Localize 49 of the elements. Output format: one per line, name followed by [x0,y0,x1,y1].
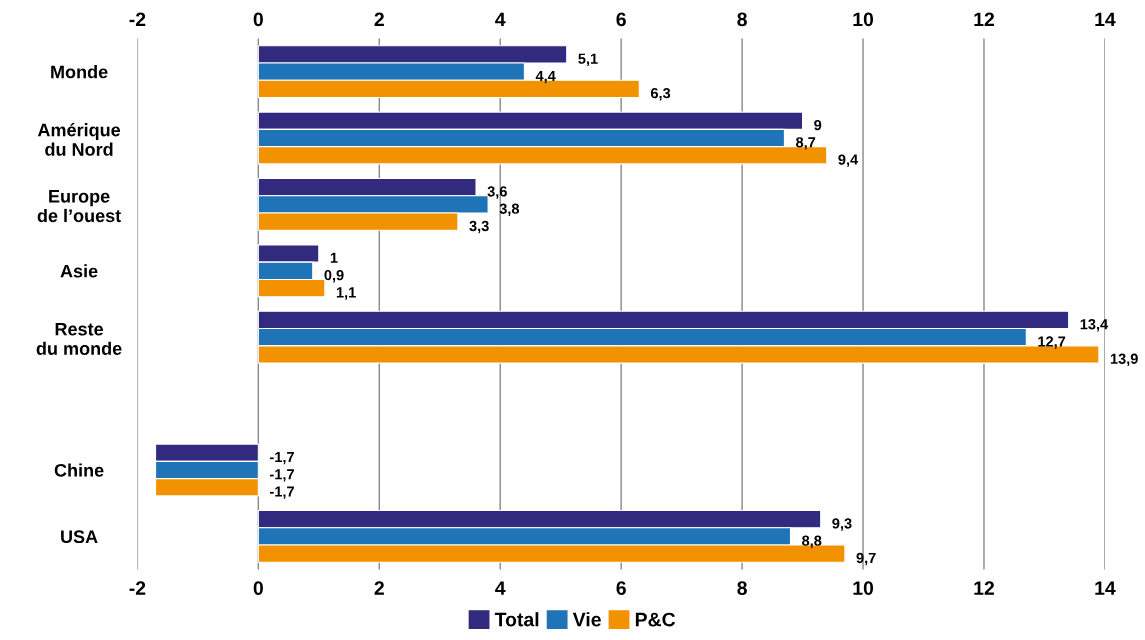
data-label: 13,9 [1110,353,1138,367]
x2-tick-label: 12 [974,12,995,27]
data-label: 9,4 [838,154,859,167]
y-tick-label: Asie [60,264,98,278]
data-label: 9 [814,119,822,131]
data-label: 6,3 [650,88,671,101]
x2-tick-label: 0 [253,12,263,27]
data-label: 9,7 [856,552,876,566]
data-label: -1,7 [270,469,294,482]
x2-tick-label: 4 [495,12,506,27]
data-label: 1,1 [336,287,356,300]
data-label: 1 [330,252,338,263]
data-label: -1,7 [270,486,294,499]
y-tick-label: USA [61,530,98,544]
x-tick-label: 14 [1095,581,1116,595]
y-tick-label: Monde [51,65,108,79]
x-tick-label: 10 [853,581,874,595]
data-label: 0,9 [324,269,344,283]
data-label: 8,8 [802,535,822,548]
x-tick-label: 0 [253,581,263,595]
x2-tick-label: 10 [853,12,874,27]
data-label: 13,4 [1080,319,1109,332]
x2-tick-label: 8 [737,12,747,27]
x-tick-label: 12 [974,581,995,595]
data-label: 4,4 [535,70,556,84]
x-tick-label: -2 [129,581,146,595]
x2-tick-label: 14 [1095,12,1116,27]
data-label: 3,3 [469,220,489,234]
x-tick-label: 6 [616,581,626,595]
data-label: 8,7 [796,137,816,150]
data-label: 5,1 [578,53,598,66]
data-label: 3,6 [487,186,507,199]
data-label: 9,3 [832,518,852,531]
legend-label: P&C [635,612,676,627]
x-tick-label: 2 [374,581,384,595]
x-tick-label: 8 [737,581,747,595]
x2-tick-label: 6 [616,12,626,27]
x-tick-label: 4 [495,581,506,595]
legend-label: Total [494,612,539,627]
y-tick-label: Amérique du Nord [37,122,121,156]
y-tick-label: Chine [54,463,104,477]
data-label: 12,7 [1038,336,1066,349]
legend-label: Vie [572,612,601,627]
y-tick-label: Europe de l’ouest [37,190,121,223]
x2-tick-label: 2 [374,12,384,27]
y-tick-label: Reste du monde [36,322,122,355]
data-label: -1,7 [270,452,294,465]
data-label: 3,8 [499,203,520,216]
x2-tick-label: -2 [129,12,146,27]
